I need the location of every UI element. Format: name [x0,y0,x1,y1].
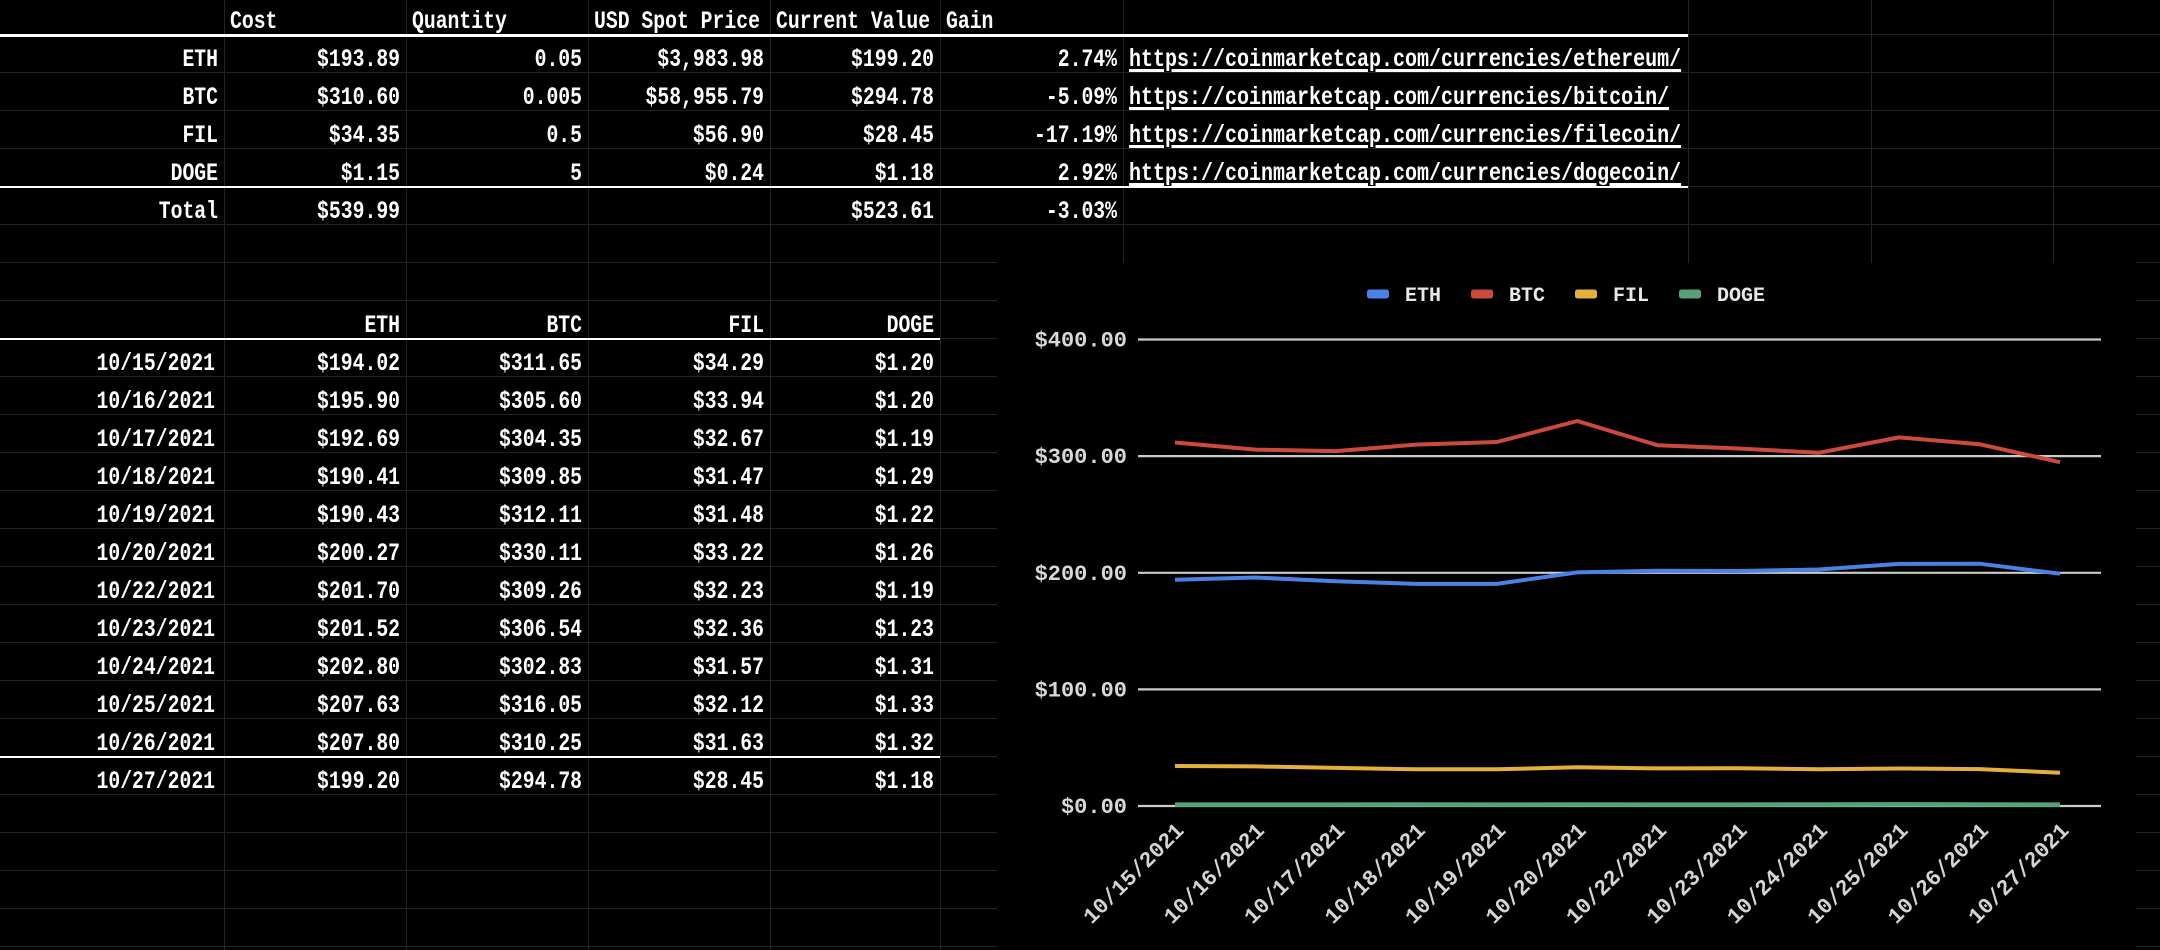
svg-text:DOGE: DOGE [1717,285,1765,308]
svg-text:$0.00: $0.00 [1061,795,1127,820]
svg-text:$400.00: $400.00 [1035,329,1127,354]
svg-text:$200.00: $200.00 [1035,562,1127,587]
svg-text:BTC: BTC [1509,285,1545,308]
svg-text:FIL: FIL [1613,285,1649,308]
svg-text:$300.00: $300.00 [1035,445,1127,470]
svg-text:ETH: ETH [1405,285,1441,308]
svg-text:$100.00: $100.00 [1035,678,1127,703]
